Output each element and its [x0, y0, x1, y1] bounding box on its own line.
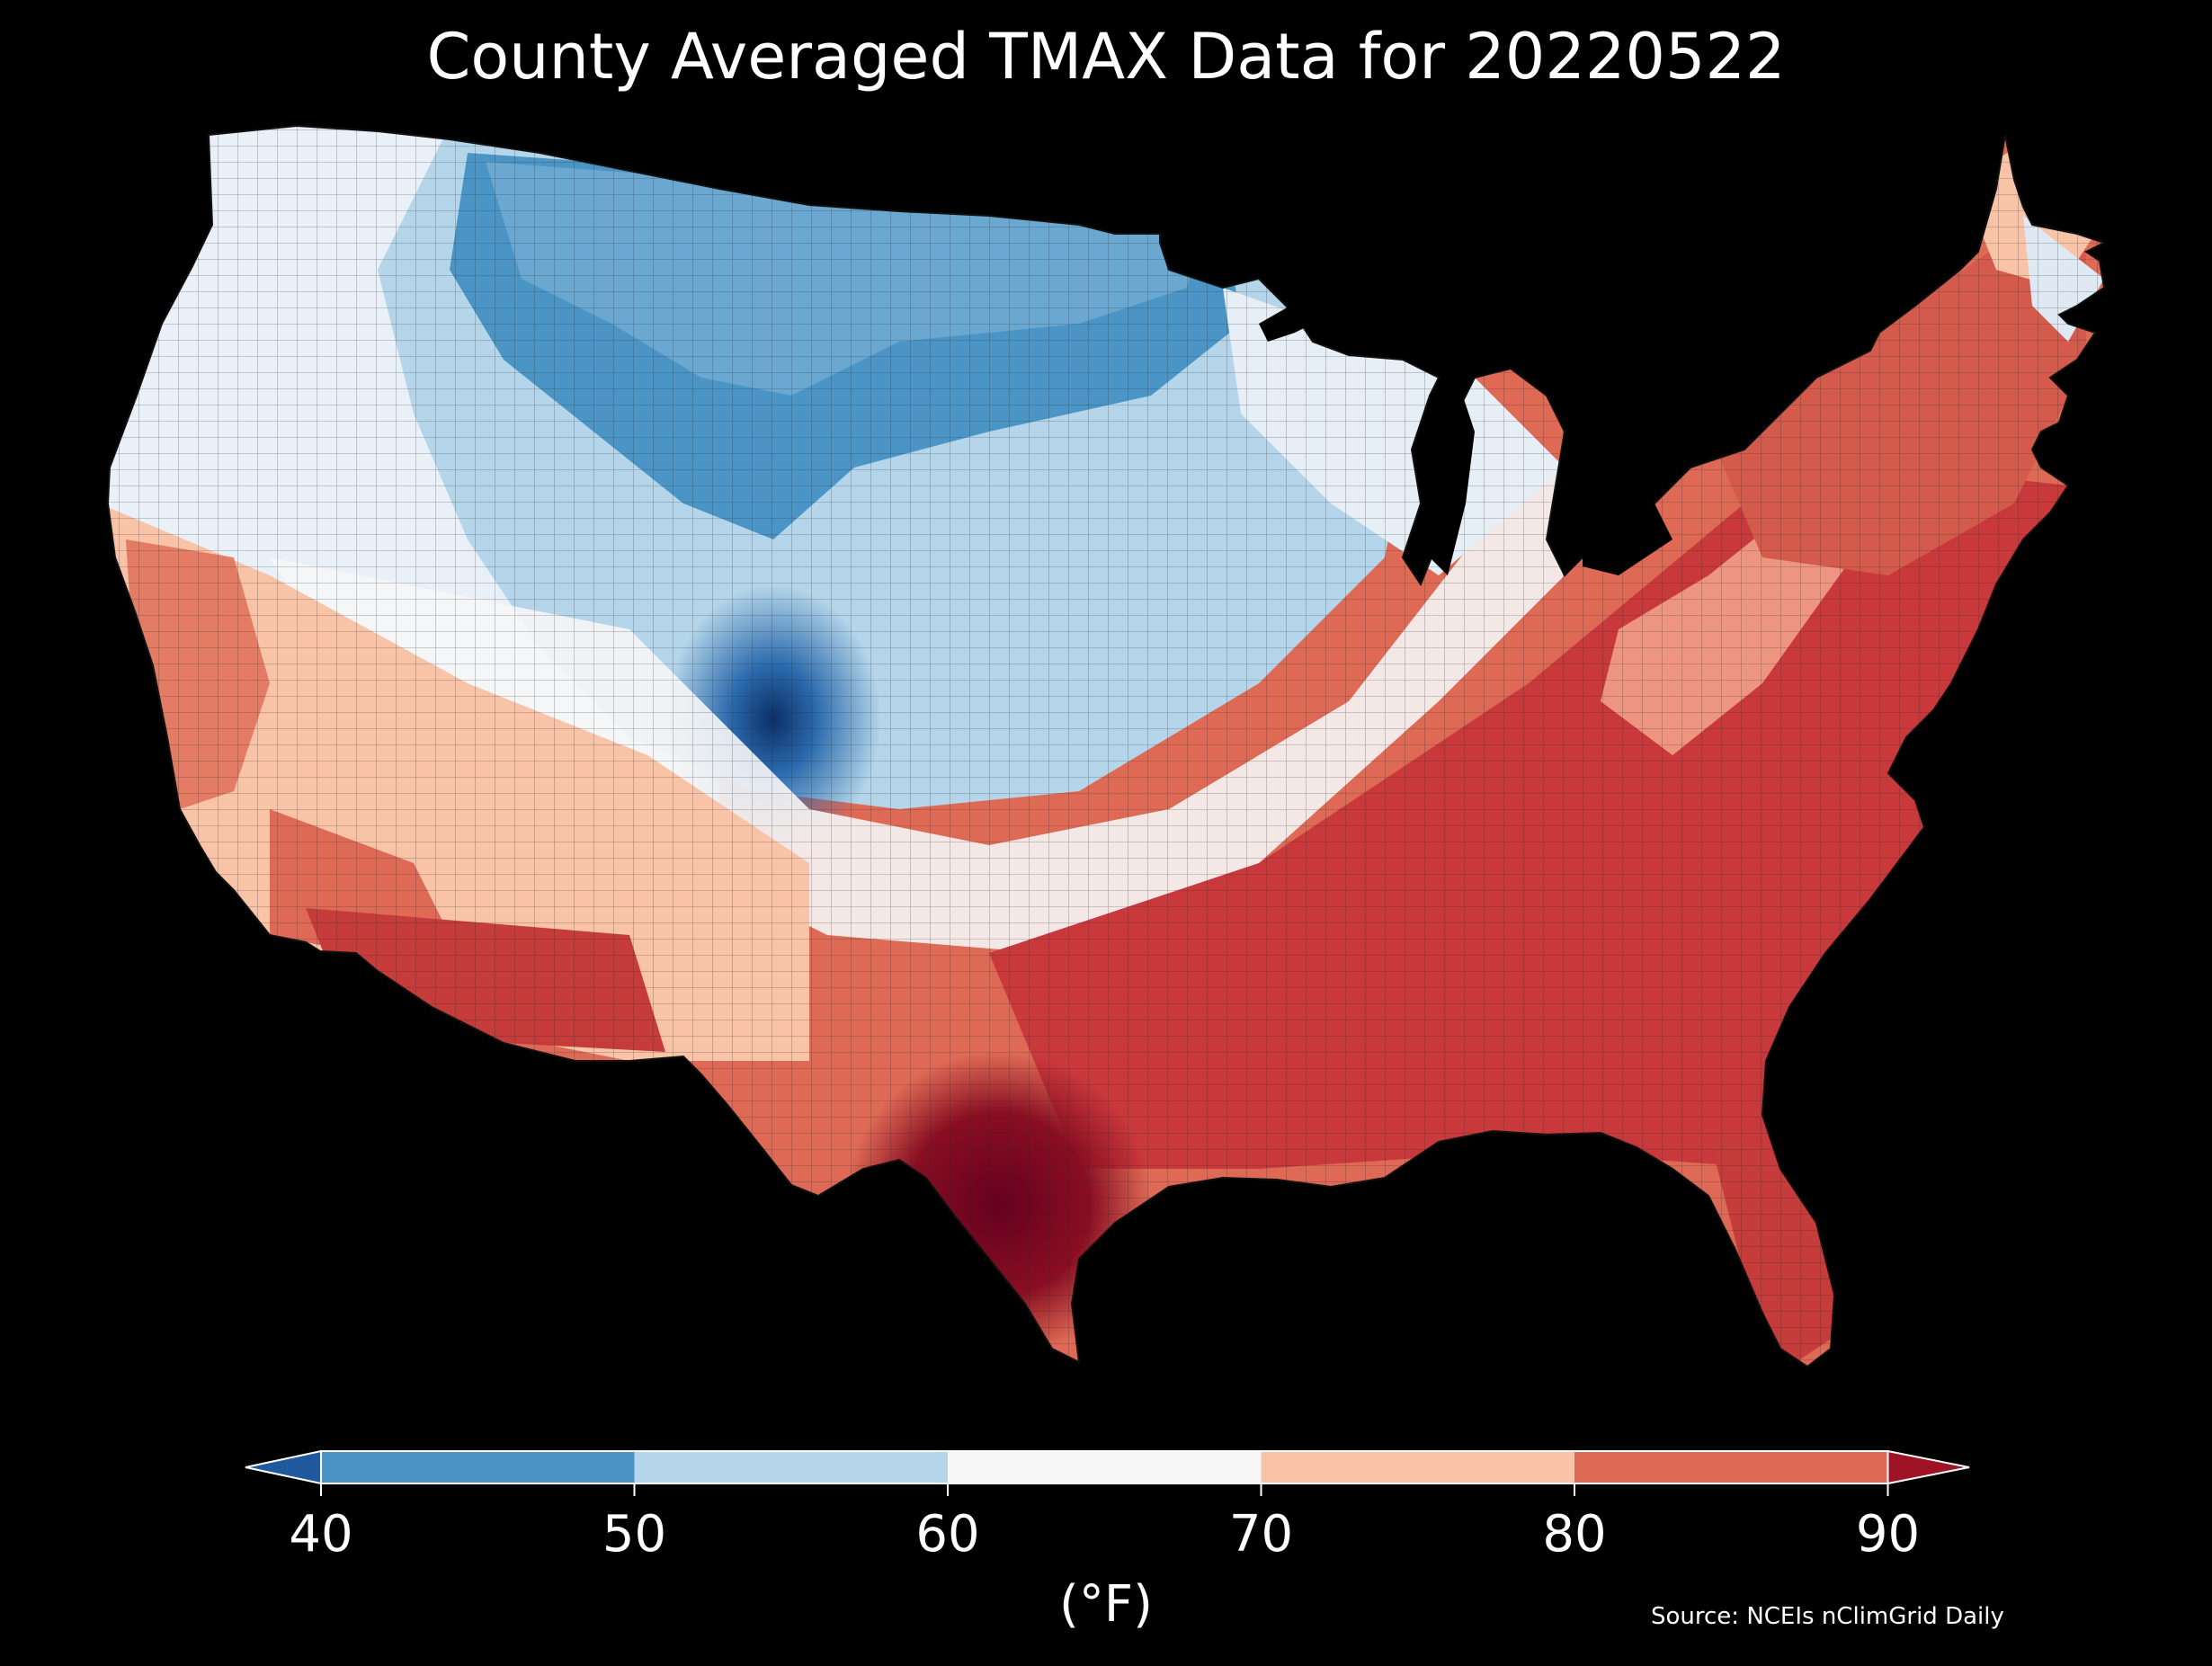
colorbar-tick-label: 40 [289, 1505, 353, 1564]
colorbar-bin-60-70 [948, 1451, 1262, 1483]
colorbar [245, 1449, 1970, 1496]
colorbar-bin-70-80 [1261, 1451, 1574, 1483]
lake-erie [1583, 503, 1672, 575]
source-attribution: Source: NCEIs nClimGrid Daily [1651, 1603, 2004, 1630]
colorbar-under-arrow [245, 1449, 322, 1485]
colorbar-over-arrow [1886, 1449, 1970, 1485]
colorbar-bin-40-50 [321, 1451, 635, 1483]
lake-superior [1259, 279, 1367, 342]
colorbar-tick-label: 80 [1542, 1505, 1607, 1564]
colorbar-tick-label: 70 [1228, 1505, 1294, 1564]
lake-michigan [1430, 378, 1475, 575]
colorbar-bin-80-90 [1574, 1451, 1888, 1483]
colorbar-tick-label: 60 [915, 1505, 980, 1564]
colorbar-unit-label: (°F) [1059, 1575, 1153, 1634]
colorbar-bin-50-60 [634, 1451, 948, 1483]
map-title: County Averaged TMAX Data for 20220522 [426, 20, 1786, 94]
colorbar-tick-label: 90 [1855, 1505, 1921, 1564]
us-outline [106, 124, 2107, 1368]
temperature-fill [108, 126, 2104, 1367]
colorbar-tick-label: 50 [602, 1505, 667, 1564]
colorbar-frame [320, 1450, 1889, 1484]
